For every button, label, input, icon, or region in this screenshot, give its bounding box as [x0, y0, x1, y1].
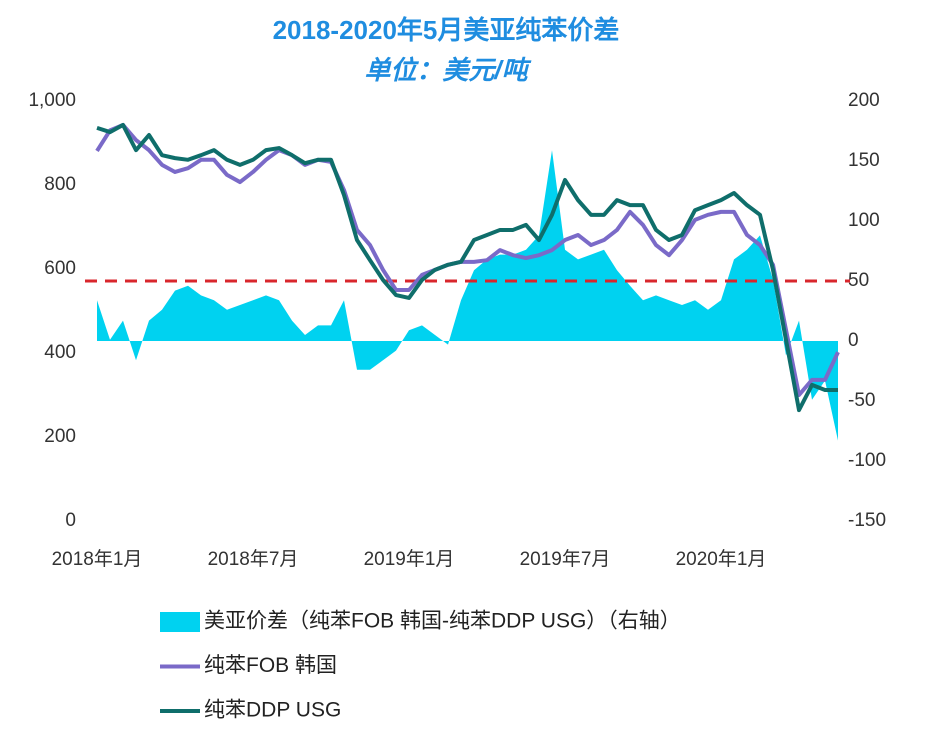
x-tick-label: 2019年1月: [364, 548, 455, 570]
legend-label: 纯苯DDP USG: [204, 699, 341, 722]
x-tick-label: 2020年1月: [676, 548, 767, 570]
y2-tick-label: 150: [848, 150, 880, 171]
y2-tick-label: 0: [848, 330, 859, 351]
y-tick-label: 200: [44, 426, 76, 447]
y2-tick-label: -50: [848, 390, 875, 411]
y2-tick-label: 200: [848, 90, 880, 111]
legend-label: 纯苯FOB 韩国: [204, 654, 337, 677]
y-tick-label: 800: [44, 174, 76, 195]
x-tick-label: 2019年7月: [520, 548, 611, 570]
y2-tick-label: -150: [848, 510, 886, 531]
y2-tick-label: -100: [848, 450, 886, 471]
legend-swatch: [160, 612, 200, 632]
legend-label: 美亚价差（纯苯FOB 韩国-纯苯DDP USG）（右轴）: [204, 610, 681, 633]
y-tick-label: 400: [44, 342, 76, 363]
y-tick-label: 600: [44, 258, 76, 279]
chart-subtitle: 单位：美元/吨: [364, 55, 531, 85]
chart-title: 2018-2020年5月美亚纯苯价差: [273, 15, 620, 45]
line: [95, 122, 840, 397]
y2-tick-label: 100: [848, 210, 880, 231]
x-tick-label: 2018年1月: [52, 548, 143, 570]
y-tick-label: 0: [65, 510, 76, 531]
y-tick-label: 1,000: [28, 90, 76, 111]
y2-tick-label: 50: [848, 270, 869, 291]
area: [97, 150, 838, 441]
line: [96, 122, 838, 413]
x-tick-label: 2018年7月: [208, 548, 299, 570]
